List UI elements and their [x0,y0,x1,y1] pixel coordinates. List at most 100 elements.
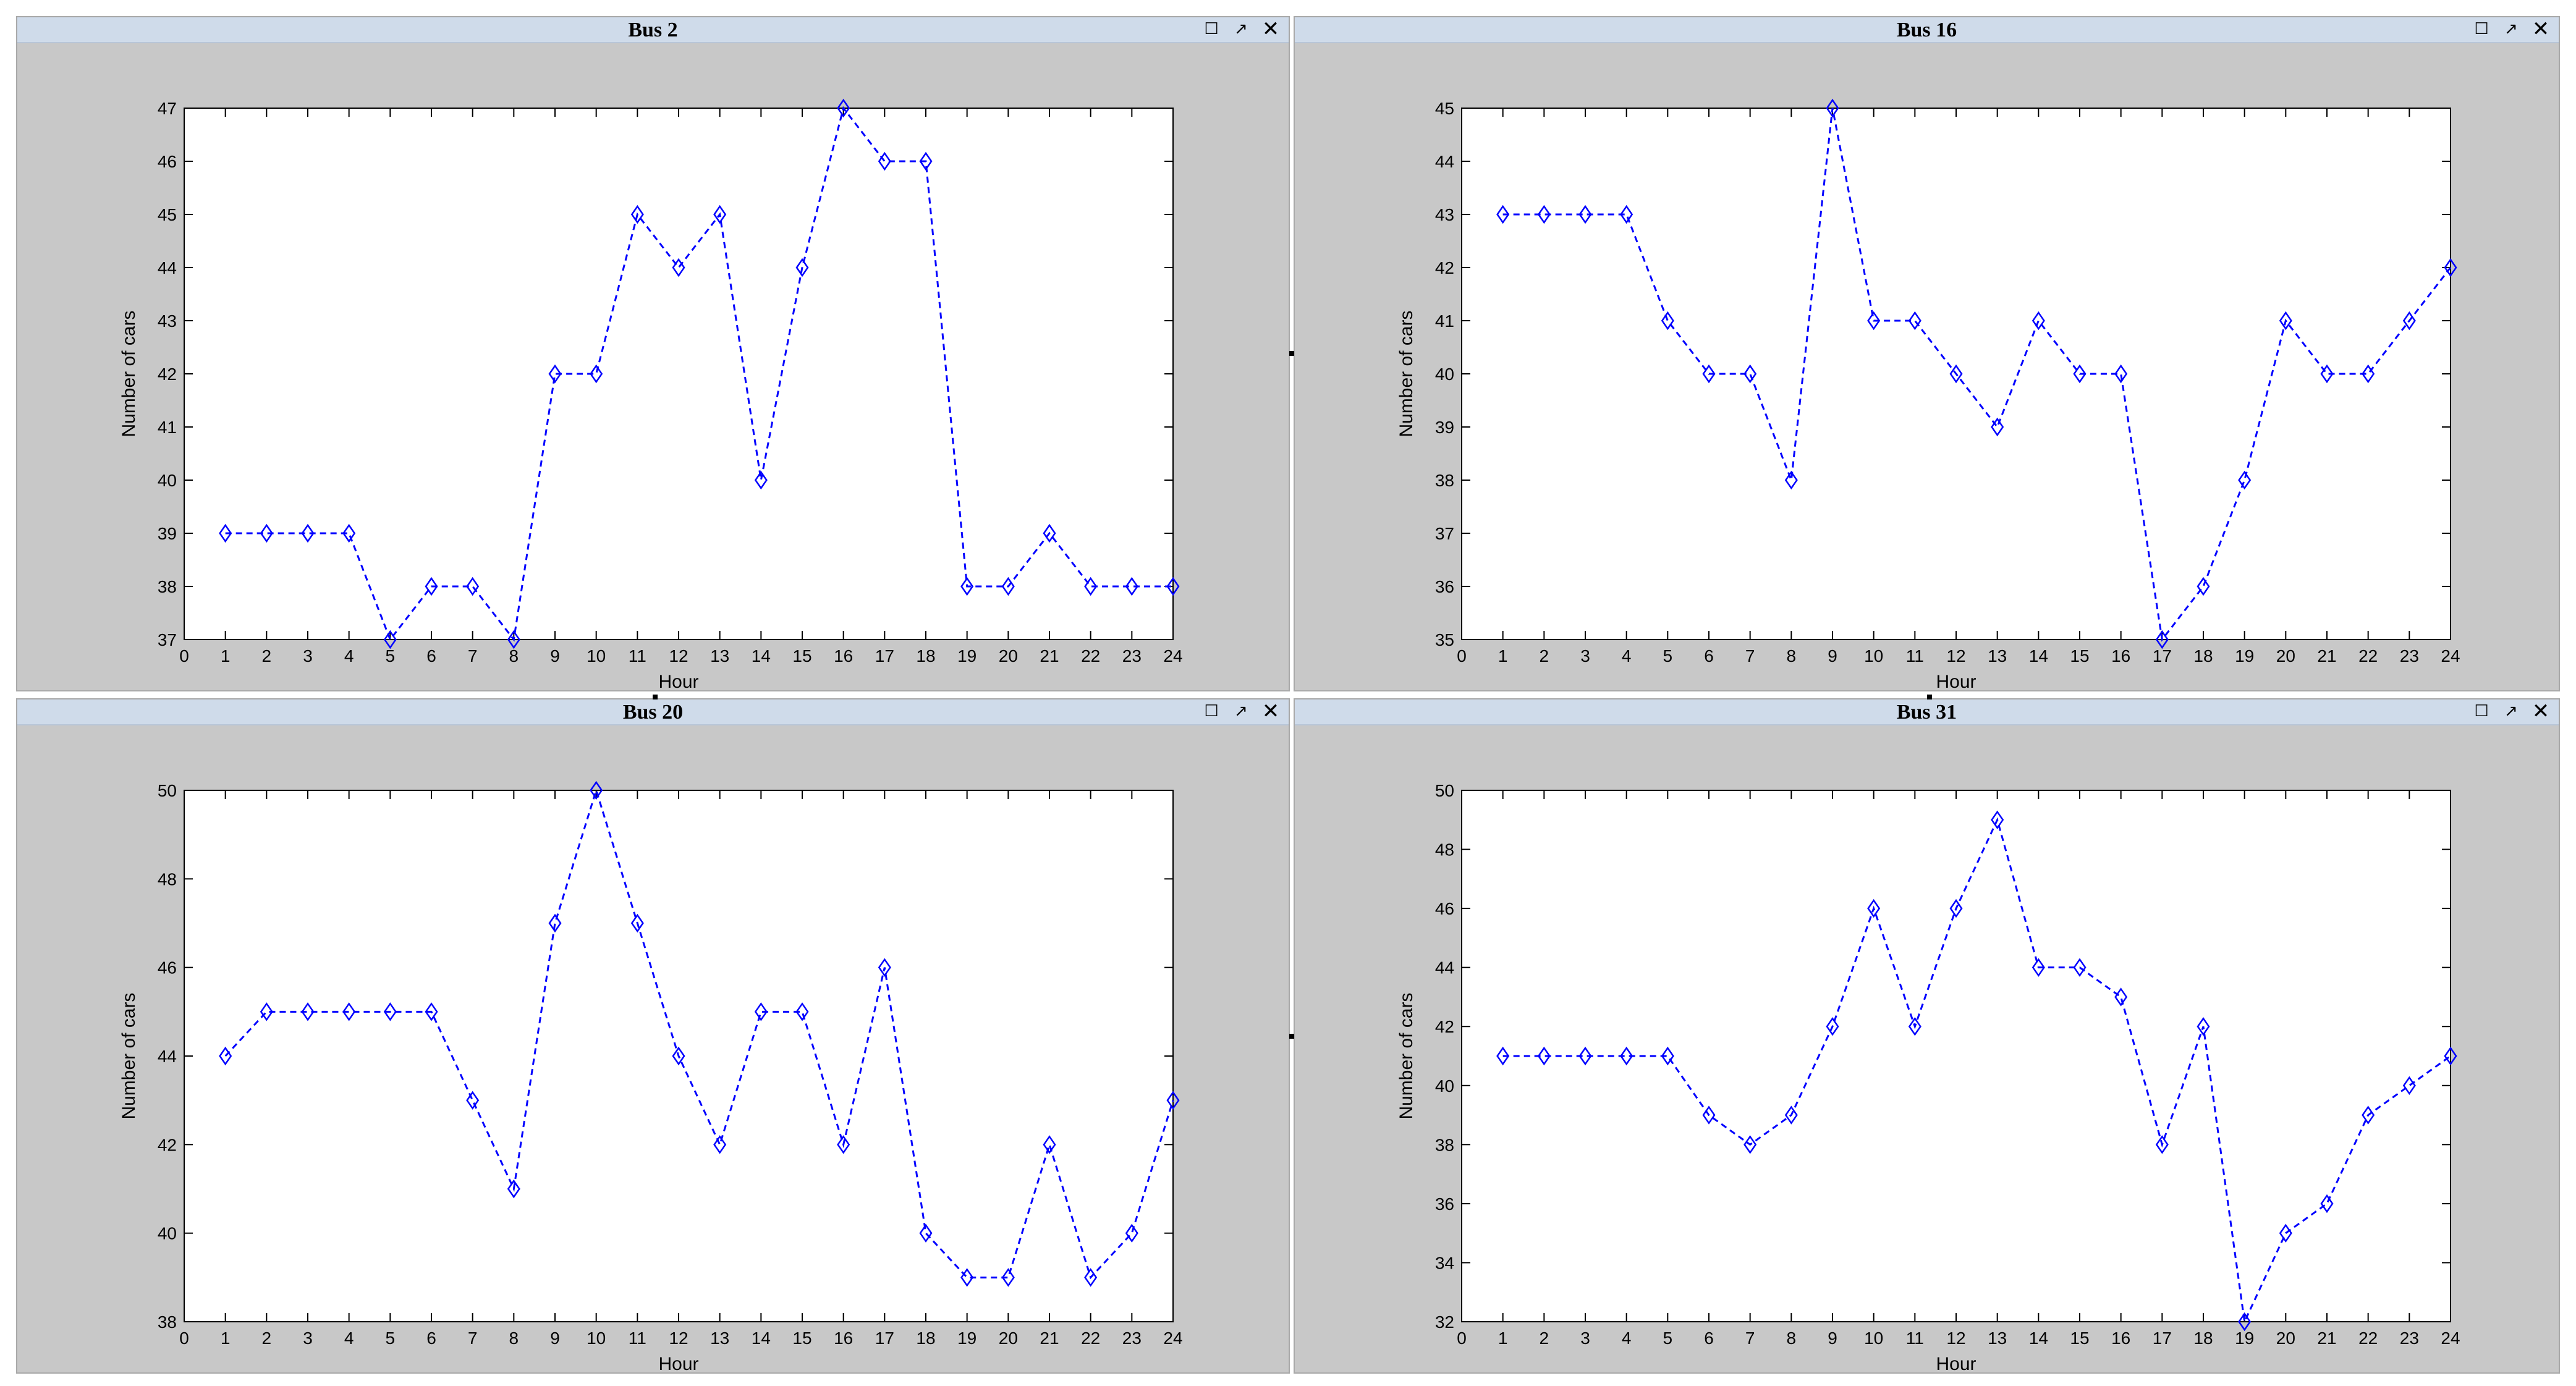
x-tick-label: 23 [1122,1329,1142,1348]
data-point-marker [1949,898,1963,918]
panel-titlebar[interactable]: Bus 31 ☐ ↗ ✕ [1295,699,2559,725]
undock-icon[interactable]: ↗ [2504,702,2518,720]
undock-icon[interactable]: ↗ [1234,20,1248,38]
x-tick-label: 22 [2358,1329,2378,1348]
y-axis-label: Number of cars [119,992,139,1119]
line-chart: 0 1 2 3 4 5 6 7 8 9 10 11 12 13 14 15 16 17 18 19 20 21 22 23 24… [1396,781,2460,1372]
x-tick-label: 18 [2193,646,2213,666]
splitter-handle[interactable] [1289,1034,1294,1039]
y-tick-label: 32 [1435,1312,1454,1332]
y-tick-label: 50 [1435,781,1454,800]
data-point-marker [2197,1017,2210,1036]
x-tick-label: 20 [2276,646,2295,666]
panel-titlebar[interactable]: Bus 2 ☐ ↗ ✕ [17,17,1289,43]
undock-icon[interactable]: ↗ [1234,702,1248,720]
data-point-marker [1578,1046,1592,1066]
y-tick-label: 47 [158,99,177,118]
data-point-marker [795,1002,809,1021]
data-point-marker [2073,958,2087,977]
maximize-icon[interactable]: ☐ [1204,702,1219,720]
x-tick-label: 4 [344,1329,354,1348]
x-tick-label: 4 [1622,1329,1632,1348]
data-point-marker [548,913,562,933]
data-point-marker [1537,1046,1551,1066]
x-tick-label: 17 [875,1329,894,1348]
x-tick-label: 24 [2441,1329,2460,1348]
data-point-marker [960,1268,974,1287]
data-point-marker [1537,205,1551,224]
data-point-marker [383,1002,397,1021]
x-tick-label: 9 [550,646,560,666]
x-tick-label: 15 [2070,1329,2089,1348]
x-tick-label: 12 [1946,646,1965,666]
x-tick-label: 3 [1580,1329,1590,1348]
data-point-marker [219,523,232,543]
y-tick-label: 38 [158,577,177,596]
data-point-marker [1166,1091,1180,1110]
y-tick-label: 37 [1435,524,1454,543]
x-axis-label: Hour [658,1354,698,1372]
x-tick-label: 2 [262,646,272,666]
x-tick-label: 3 [303,646,313,666]
x-tick-label: 13 [1988,646,2007,666]
data-point-marker [960,577,974,596]
maximize-icon[interactable]: ☐ [1204,20,1219,38]
y-tick-label: 39 [1435,418,1454,437]
data-point-marker [1867,898,1881,918]
close-icon[interactable]: ✕ [2532,17,2550,41]
data-point-marker [630,205,644,224]
splitter-handle[interactable] [653,695,658,699]
panel-titlebar[interactable]: Bus 16 ☐ ↗ ✕ [1295,17,2559,43]
y-tick-label: 38 [158,1312,177,1332]
data-point-marker [2238,470,2252,490]
x-tick-label: 16 [2111,1329,2130,1348]
y-tick-label: 48 [158,869,177,889]
x-tick-label: 16 [834,646,853,666]
x-tick-label: 21 [2317,646,2336,666]
data-point-marker [1620,1046,1633,1066]
x-tick-label: 14 [752,646,771,666]
x-tick-label: 16 [2111,646,2130,666]
y-axis-label: Number of cars [1396,992,1417,1119]
y-tick-label: 44 [1435,152,1454,171]
close-icon[interactable]: ✕ [1261,17,1280,41]
data-point-marker [1125,577,1138,596]
x-tick-label: 12 [1946,1329,1965,1348]
data-point-marker [2279,311,2292,331]
splitter-handle[interactable] [1927,695,1932,699]
data-point-marker [1991,417,2004,437]
data-point-marker [2402,311,2416,331]
series-line [1502,817,2451,1325]
data-point-marker [672,258,685,277]
panel-title: Bus 20 [622,701,684,724]
data-point-marker [754,1002,768,1021]
line-chart: 0 1 2 3 4 5 6 7 8 9 10 11 12 13 14 15 16 17 18 19 20 21 22 23 24… [119,780,1183,1372]
data-point-marker [2279,1223,2292,1243]
x-tick-label: 1 [221,1329,231,1348]
x-tick-label: 8 [509,646,519,666]
splitter-handle[interactable] [1289,351,1294,356]
x-tick-label: 9 [550,1329,560,1348]
y-tick-label: 44 [158,1047,177,1066]
x-tick-label: 24 [1163,1329,1182,1348]
x-tick-label: 7 [468,1329,478,1348]
data-point-marker [2032,311,2045,331]
x-axis-label: Hour [1936,1354,1976,1372]
data-point-marker [878,151,891,171]
data-point-marker [2032,958,2045,977]
panel-titlebar[interactable]: Bus 20 ☐ ↗ ✕ [17,699,1289,725]
maximize-icon[interactable]: ☐ [2474,702,2489,720]
x-tick-label: 11 [1906,1329,1924,1348]
line-chart: 0 1 2 3 4 5 6 7 8 9 10 11 12 13 14 15 16 17 18 19 20 21 22 23 24… [119,98,1183,690]
close-icon[interactable]: ✕ [1261,699,1280,724]
x-tick-label: 18 [2193,1329,2213,1348]
maximize-icon[interactable]: ☐ [2474,20,2489,38]
x-tick-label: 6 [1704,646,1714,666]
undock-icon[interactable]: ↗ [2504,20,2518,38]
data-point-marker [795,258,809,277]
data-point-marker [507,630,520,649]
data-point-marker [1496,205,1510,224]
data-point-marker [1743,1135,1757,1154]
data-point-marker [590,780,603,800]
close-icon[interactable]: ✕ [2532,699,2550,724]
